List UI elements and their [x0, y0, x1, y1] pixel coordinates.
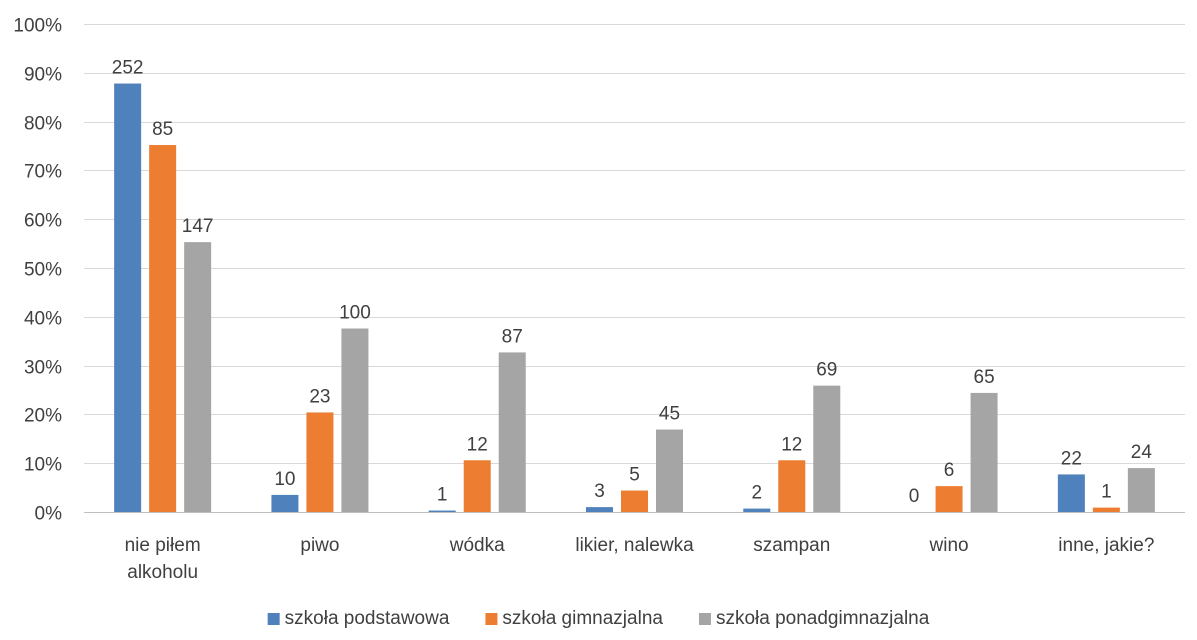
data-label: 1: [1101, 482, 1112, 503]
legend-label: szkoła gimnazjalna: [502, 608, 663, 629]
bar: [1092, 507, 1120, 512]
y-tick-label: 0%: [35, 504, 63, 525]
data-label: 45: [659, 404, 680, 425]
y-axis-tick-labels: 0% 10% 20% 30% 40% 50% 60% 70% 80% 90% 100%: [13, 16, 62, 525]
data-label: 22: [1061, 448, 1082, 469]
y-tick-label: 80%: [24, 114, 62, 135]
legend-item: szkoła gimnazjalna: [485, 608, 663, 629]
data-label: 12: [467, 434, 488, 455]
bar: [621, 490, 648, 512]
data-label: 23: [309, 386, 330, 407]
y-tick-label: 60%: [24, 211, 62, 232]
bar: [463, 460, 491, 512]
legend-item: szkoła podstawowa: [267, 608, 450, 629]
y-tick-label: 50%: [24, 260, 62, 281]
legend-label: szkoła ponadgimnazjalna: [716, 608, 930, 629]
data-label: 24: [1131, 442, 1153, 463]
bar: [271, 494, 299, 512]
category-label: nie piłem: [125, 535, 201, 556]
data-label: 147: [182, 216, 214, 237]
legend-swatch: [267, 613, 280, 625]
bar: [149, 145, 177, 513]
data-label: 10: [274, 469, 295, 490]
legend-swatch: [698, 613, 711, 625]
data-labels: 252 85 147 10 23 100 1 12 87 3 5 45 2 12 69 0 6 65 22 1 24: [112, 58, 1153, 507]
bar: [1127, 468, 1155, 512]
category-label: wino: [929, 535, 969, 556]
category-label: szampan: [753, 535, 830, 556]
bar: [306, 412, 334, 512]
data-label: 252: [112, 58, 144, 79]
bar: [778, 460, 806, 512]
data-label: 1: [437, 485, 448, 506]
gridlines: [84, 24, 1185, 513]
y-tick-label: 70%: [24, 162, 62, 183]
bars: [114, 83, 1155, 513]
y-tick-label: 10%: [24, 455, 62, 476]
y-tick-label: 20%: [24, 406, 62, 427]
data-label: 0: [909, 486, 920, 507]
category-label: likier, nalewka: [575, 535, 694, 556]
bar: [586, 507, 613, 512]
data-label: 3: [594, 481, 605, 502]
data-label: 12: [781, 434, 802, 455]
bar: [935, 486, 963, 512]
data-label: 100: [339, 303, 371, 324]
data-label: 65: [974, 367, 995, 388]
bar: [813, 385, 841, 512]
legend-swatch: [485, 613, 498, 625]
bar: [970, 392, 998, 512]
category-label: piwo: [300, 535, 339, 556]
bar: [656, 429, 683, 512]
legend-label: szkoła podstawowa: [285, 608, 450, 629]
category-label: wódka: [449, 535, 505, 556]
y-tick-label: 30%: [24, 358, 62, 379]
bar: [1057, 474, 1085, 512]
data-label: 6: [944, 460, 955, 481]
data-label: 5: [629, 465, 640, 486]
x-axis-category-labels: nie piłem alkoholu piwo wódka likier, nalewk…: [125, 535, 1155, 583]
y-tick-label: 40%: [24, 309, 62, 330]
y-tick-label: 90%: [24, 65, 62, 86]
bar: [428, 510, 456, 512]
bar: [114, 83, 142, 512]
bar: [184, 242, 212, 513]
legend-item: szkoła ponadgimnazjalna: [698, 608, 930, 629]
bar: [498, 352, 526, 512]
data-label: 87: [502, 326, 523, 347]
category-label: alkoholu: [127, 562, 198, 583]
y-tick-label: 100%: [13, 16, 62, 37]
bar: [341, 328, 369, 512]
data-label: 69: [816, 360, 837, 381]
data-label: 85: [152, 119, 173, 140]
data-label: 2: [751, 483, 762, 504]
bar: [743, 508, 771, 512]
category-label: inne, jakie?: [1058, 535, 1154, 556]
legend: szkoła podstawowa szkoła gimnazjalna szkoł…: [267, 608, 930, 629]
